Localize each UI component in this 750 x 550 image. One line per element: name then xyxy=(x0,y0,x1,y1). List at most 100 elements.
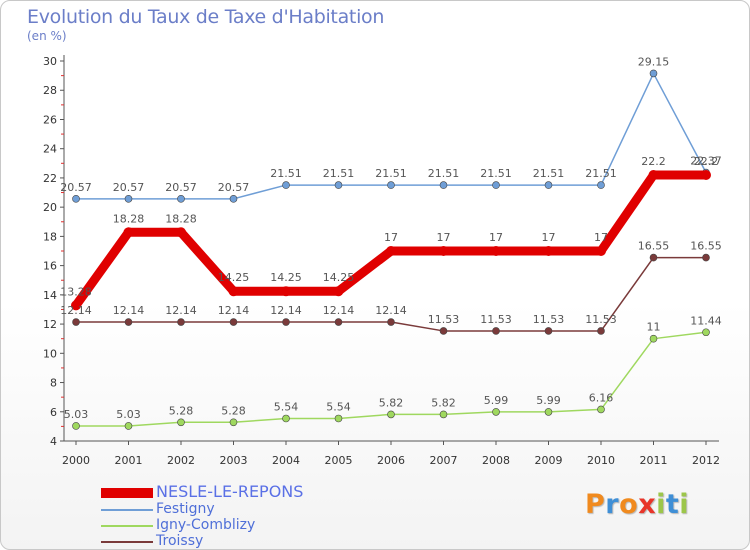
data-point xyxy=(124,422,133,430)
data-point xyxy=(72,318,80,326)
data-point xyxy=(492,327,500,335)
data-point xyxy=(491,246,501,256)
legend-swatch xyxy=(101,488,153,498)
legend-label: Igny-Comblizy xyxy=(156,517,256,533)
data-point xyxy=(439,327,448,335)
logo-letter: x xyxy=(638,489,657,520)
y-tick-label: 30 xyxy=(43,55,57,68)
proxiti-logo[interactable]: Proxiti xyxy=(585,489,689,520)
data-point xyxy=(597,327,605,335)
data-point xyxy=(124,318,133,326)
data-label: 5.99 xyxy=(536,394,561,407)
data-point xyxy=(177,418,185,427)
data-label: 12.14 xyxy=(375,304,407,317)
data-point xyxy=(702,328,710,337)
data-point xyxy=(544,327,553,335)
x-tick-label: 2002 xyxy=(167,454,195,467)
data-label: 5.82 xyxy=(379,396,404,409)
data-label: 21.51 xyxy=(323,167,355,180)
y-tick-label: 20 xyxy=(43,201,57,214)
data-point xyxy=(544,181,553,189)
axes: 4 6 8 10 12 14 16 18 20 22 24 26 28 30 2000 2001 2002 200… xyxy=(43,55,720,467)
data-label: 11.53 xyxy=(533,313,565,326)
data-label: 5.82 xyxy=(431,396,456,409)
x-tick-label: 2009 xyxy=(535,454,563,467)
x-tick-label: 2010 xyxy=(587,454,615,467)
data-point xyxy=(229,418,238,427)
data-point xyxy=(71,300,81,311)
x-tick-label: 2000 xyxy=(62,454,90,467)
data-label: 18.28 xyxy=(165,212,197,225)
data-point xyxy=(229,318,238,326)
logo-letter: r xyxy=(605,489,620,520)
data-label: 20.57 xyxy=(60,181,92,194)
data-label: 11.44 xyxy=(690,314,722,327)
legend-swatch xyxy=(101,541,153,543)
data-point xyxy=(282,181,290,189)
data-label: 5.28 xyxy=(221,404,246,417)
data-labels: 20.57 20.57 20.57 20.57 21.51 21.51 21.51 21.51… xyxy=(60,55,722,421)
data-label: 12.14 xyxy=(323,304,355,317)
data-point xyxy=(282,318,290,326)
x-tick-label: 2011 xyxy=(640,454,668,467)
y-tick-label: 6 xyxy=(50,406,57,419)
data-point xyxy=(702,253,710,262)
data-label: 21.51 xyxy=(375,167,407,180)
y-tick-label: 12 xyxy=(43,318,57,331)
data-label: 12.14 xyxy=(60,304,92,317)
data-label: 22.2 xyxy=(641,155,666,168)
data-point xyxy=(334,414,343,423)
x-tick-label: 2001 xyxy=(115,454,143,467)
data-label: 12.14 xyxy=(270,304,302,317)
data-label: 12.14 xyxy=(218,304,250,317)
x-tick-label: 2006 xyxy=(377,454,405,467)
logo-letter: o xyxy=(619,489,639,520)
data-point xyxy=(334,181,343,189)
logo-letter: i xyxy=(679,489,690,520)
legend-label: Troissy xyxy=(156,533,204,549)
x-tick-label: 2003 xyxy=(220,454,248,467)
legend-label: Festigny xyxy=(156,501,215,517)
data-label: 14.25 xyxy=(323,271,355,284)
data-point xyxy=(701,170,711,180)
data-label: 6.16 xyxy=(589,391,614,404)
y-tick-label: 26 xyxy=(43,113,57,126)
data-point xyxy=(543,246,554,256)
legend-swatch xyxy=(101,525,153,527)
x-tick-label: 2004 xyxy=(272,454,300,467)
data-point xyxy=(72,195,80,203)
data-label: 17 xyxy=(594,231,608,244)
y-tick-label: 14 xyxy=(43,289,57,302)
y-tick-label: 24 xyxy=(43,143,57,156)
data-label: 20.57 xyxy=(113,181,145,194)
data-point xyxy=(597,405,605,414)
data-point xyxy=(387,181,395,189)
unit-label: (en %) xyxy=(27,29,67,43)
data-label: 5.54 xyxy=(326,400,351,413)
data-point xyxy=(544,408,553,416)
data-point xyxy=(649,253,658,262)
data-point xyxy=(492,181,500,189)
legend-label: NESLE-LE-REPONS xyxy=(156,482,304,501)
data-label: 13.28 xyxy=(60,285,92,298)
data-point xyxy=(387,318,395,326)
data-label: 22.2 xyxy=(694,155,719,168)
data-point xyxy=(596,246,606,256)
y-tick-label: 10 xyxy=(43,347,57,360)
y-tick-label: 16 xyxy=(43,260,57,273)
data-label: 14.25 xyxy=(218,271,250,284)
y-tick-label: 4 xyxy=(50,435,57,448)
data-point xyxy=(334,318,343,326)
data-label: 5.03 xyxy=(116,408,141,421)
data-point xyxy=(177,195,185,203)
y-tick-label: 18 xyxy=(43,230,57,243)
series-layer xyxy=(71,69,711,430)
x-tick-label: 2005 xyxy=(325,454,353,467)
data-label: 21.51 xyxy=(480,167,512,180)
data-label: 20.57 xyxy=(165,181,197,194)
data-label: 22.37 xyxy=(690,155,722,168)
data-point xyxy=(387,410,395,419)
data-label: 21.51 xyxy=(428,167,460,180)
x-tick-label: 2007 xyxy=(430,454,458,467)
data-point xyxy=(648,170,659,180)
